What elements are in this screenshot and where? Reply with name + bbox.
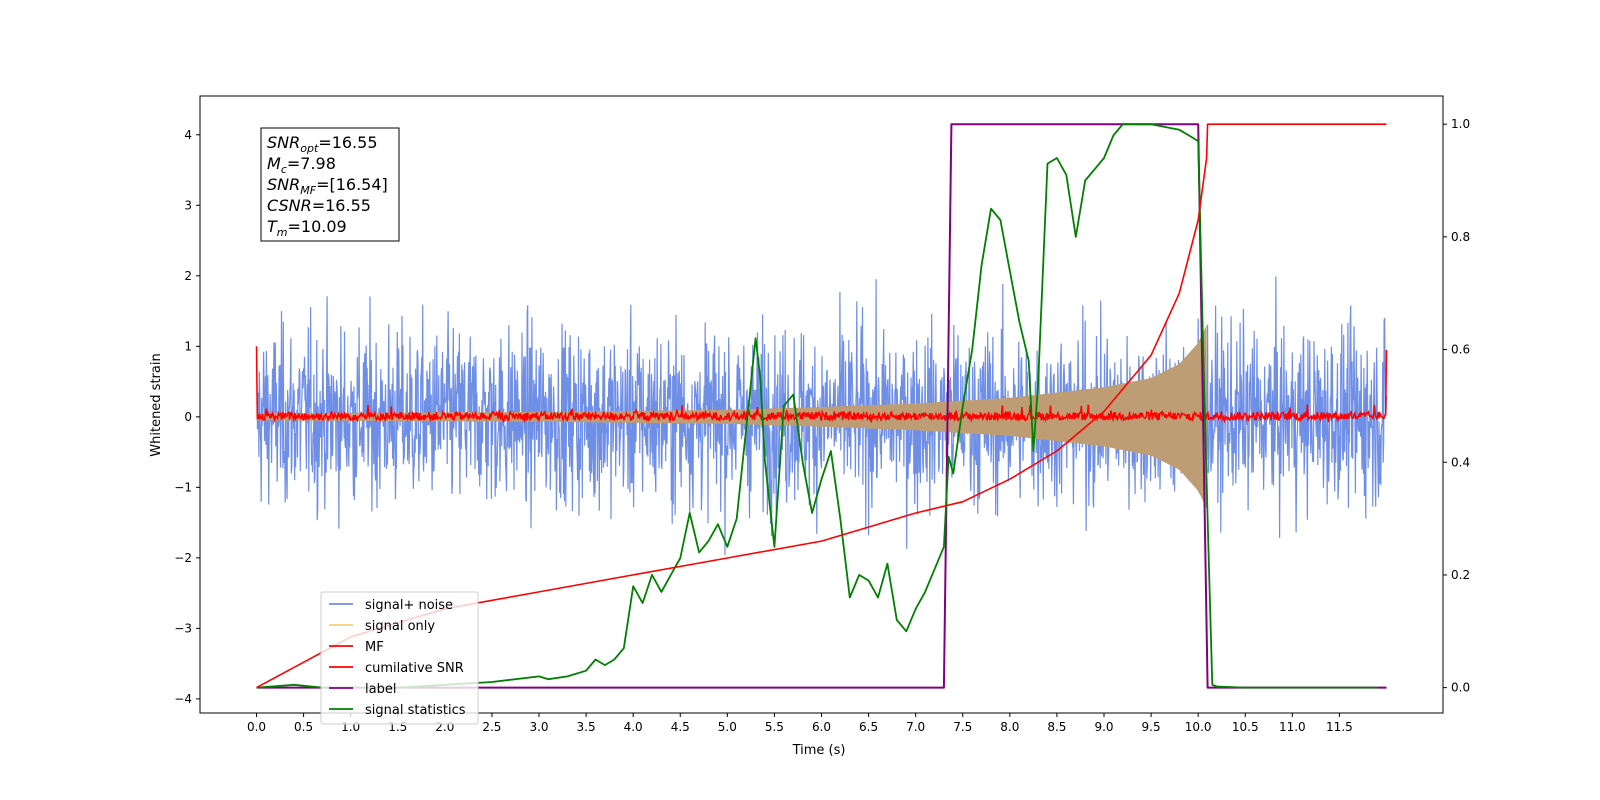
- y2-tick-label: 0.2: [1451, 568, 1470, 582]
- y2-tick-label: 0.4: [1451, 455, 1470, 469]
- y-tick-label: 3: [184, 198, 192, 212]
- y2-tick-label: 0.8: [1451, 230, 1470, 244]
- x-tick-label: 8.5: [1047, 720, 1066, 734]
- x-tick-label: 3.5: [577, 720, 596, 734]
- y-tick-label: 0: [184, 410, 192, 424]
- x-tick-label: 8.0: [1000, 720, 1019, 734]
- y2-tick-label: 1.0: [1451, 117, 1470, 131]
- x-tick-label: 5.0: [718, 720, 737, 734]
- x-tick-label: 10.5: [1232, 720, 1259, 734]
- x-tick-label: 4.0: [624, 720, 643, 734]
- y2-tick-label: 0.6: [1451, 343, 1470, 357]
- legend: signal+ noise signal only MF cumilative SNR…: [320, 591, 479, 725]
- legend-entry: signal only: [365, 619, 435, 634]
- y-tick-label: −2: [174, 551, 192, 565]
- x-tick-label: 4.5: [671, 720, 690, 734]
- x-tick-label: 0.0: [247, 720, 266, 734]
- x-tick-label: 7.5: [953, 720, 972, 734]
- series-signal-statistics: [256, 123, 1378, 689]
- legend-entry: label: [365, 682, 396, 697]
- annotation-line: Mc=7.98: [267, 154, 336, 176]
- annotation-line: Tm=10.09: [267, 217, 347, 239]
- legend-entry: MF: [365, 640, 384, 655]
- y-tick-label: −1: [174, 480, 192, 494]
- x-tick-label: 10.0: [1185, 720, 1212, 734]
- x-tick-label: 5.5: [765, 720, 784, 734]
- y-tick-label: −4: [174, 692, 192, 706]
- y-tick-label: 1: [184, 339, 192, 353]
- y2-tick-label: 0.0: [1451, 681, 1470, 695]
- x-tick-label: 9.0: [1094, 720, 1113, 734]
- x-tick-label: 3.0: [529, 720, 548, 734]
- legend-entry: signal statistics: [365, 703, 466, 718]
- series-signal-noise: [255, 276, 1388, 556]
- x-axis-label: Time (s): [792, 743, 846, 758]
- legend-entry: cumilative SNR: [365, 661, 464, 676]
- x-tick-label: 11.5: [1326, 720, 1353, 734]
- x-tick-label: 6.5: [859, 720, 878, 734]
- annotation-line: CSNR=16.55: [267, 196, 371, 215]
- x-tick-label: 7.0: [906, 720, 925, 734]
- y-axis-label: Whitened strain: [149, 353, 164, 456]
- x-tick-label: 2.5: [482, 720, 501, 734]
- annotation-line: SNRopt=16.55: [267, 133, 378, 155]
- legend-entry: signal+ noise: [365, 598, 453, 613]
- x-tick-label: 9.5: [1142, 720, 1161, 734]
- annotation-line: SNRMF=[16.54]: [267, 175, 388, 197]
- series-mf: [255, 346, 1388, 424]
- x-tick-label: 0.5: [294, 720, 313, 734]
- y-tick-label: 2: [184, 269, 192, 283]
- y-tick-label: 4: [184, 128, 192, 142]
- annotation-box: SNRopt=16.55Mc=7.98SNRMF=[16.54]CSNR=16.…: [260, 127, 400, 242]
- y-tick-label: −3: [174, 621, 192, 635]
- x-tick-label: 6.0: [812, 720, 831, 734]
- x-tick-label: 11.0: [1279, 720, 1306, 734]
- series-cumulative-snr: [256, 123, 1387, 689]
